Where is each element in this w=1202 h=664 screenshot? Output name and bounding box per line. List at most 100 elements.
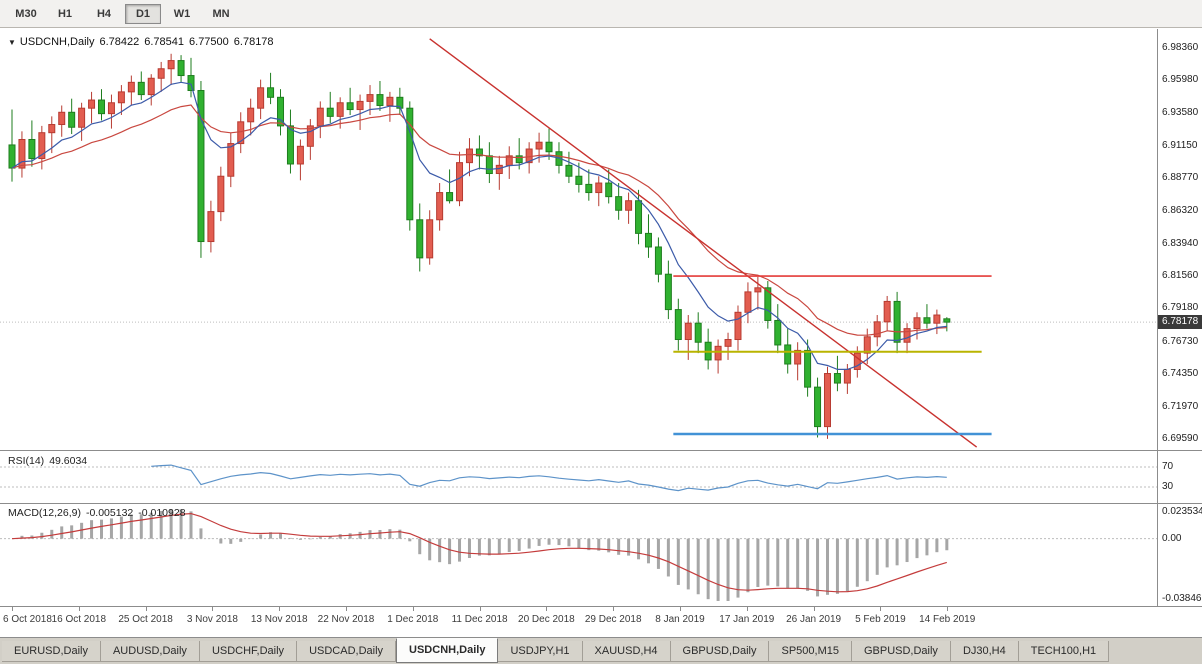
- rsi-name: RSI(14): [8, 455, 45, 467]
- price-tick-6.93580: 6.93580: [1162, 106, 1199, 118]
- price-axis-separator: [1157, 29, 1158, 606]
- candles: [8, 53, 951, 439]
- chart-dropdown-icon[interactable]: ▼: [8, 38, 16, 47]
- bottom-tab-11-tech100-h1[interactable]: TECH100,H1: [1018, 641, 1110, 662]
- date-tick: [479, 607, 481, 611]
- low-value: 6.77500: [189, 36, 229, 48]
- date-tick: [279, 607, 281, 611]
- rsi-line: [151, 464, 947, 492]
- price-tick-6.81560: 6.81560: [1162, 270, 1199, 282]
- date-tick: [346, 607, 347, 611]
- bottom-tab-9-gbpusd-daily[interactable]: GBPUSD,Daily: [851, 641, 951, 662]
- descending-trendline: [429, 38, 978, 448]
- price-tick-6.71970: 6.71970: [1162, 400, 1199, 412]
- bottom-tab-2-usdchf-daily[interactable]: USDCHF,Daily: [199, 641, 298, 662]
- rsi-value: 49.6034: [49, 455, 88, 467]
- date-tick: [12, 607, 13, 611]
- bottom-tab-1-audusd-daily[interactable]: AUDUSD,Daily: [100, 641, 200, 662]
- ma-fast-line: [11, 81, 947, 370]
- time-axis-separator: [0, 606, 1202, 607]
- timeframe-button-d1[interactable]: D1: [125, 3, 161, 24]
- macd-signal-value: -0.010928: [138, 507, 186, 519]
- macd-signal-line: [11, 512, 947, 593]
- chart-tabs-bar: EURUSD,Daily AUDUSD,Daily USDCHF,Daily USDC…: [0, 637, 1202, 664]
- price-tick-6.95980: 6.95980: [1162, 73, 1199, 85]
- date-tick: [78, 607, 80, 611]
- bottom-tab-6-xauusd-h4[interactable]: XAUUSD,H4: [582, 641, 671, 662]
- date-label-1-dec-2018: 1 Dec 2018: [387, 614, 439, 625]
- date-label-20-dec-2018: 20 Dec 2018: [518, 614, 575, 625]
- bottom-tab-8-sp500-m15[interactable]: SP500,M15: [769, 641, 852, 662]
- rsi-level-label-70: 70: [1162, 461, 1174, 472]
- date-label-16-oct-2018: 16 Oct 2018: [51, 614, 107, 625]
- price-tick-6.98360: 6.98360: [1162, 41, 1199, 53]
- ma-slow-line: [11, 104, 947, 336]
- date-tick: [546, 607, 548, 611]
- rsi-chart[interactable]: [0, 452, 1157, 502]
- date-tick: [680, 607, 681, 611]
- chart-symbol-label: USDCNH,Daily: [19, 36, 95, 48]
- timeframe-button-h4[interactable]: H4: [96, 7, 112, 20]
- date-label-5-feb-2019: 5 Feb 2019: [855, 614, 906, 625]
- date-tick: [947, 607, 949, 611]
- close-value: 6.78178: [233, 36, 274, 48]
- date-label-29-dec-2018: 29 Dec 2018: [584, 614, 642, 625]
- macd-axis-zero: 0.00: [1162, 532, 1182, 544]
- panel-separator-macd[interactable]: [0, 503, 1202, 504]
- date-label-8-jan-2019: 8 Jan 2019: [655, 614, 705, 625]
- price-tick-6.74350: 6.74350: [1162, 368, 1199, 380]
- timeframe-toolbar: M30 H1 H4 D1 W1 MN: [0, 0, 1202, 28]
- date-label-14-feb-2019: 14 Feb 2019: [919, 614, 976, 625]
- date-tick: [613, 607, 615, 611]
- current-price-badge: 6.78178: [1158, 315, 1202, 330]
- macd-name: MACD(12,26,9): [8, 507, 81, 519]
- open-value: 6.78422: [99, 36, 140, 48]
- date-tick: [746, 607, 748, 611]
- price-tick-6.79180: 6.79180: [1162, 302, 1199, 314]
- price-chart[interactable]: [0, 32, 1157, 450]
- date-tick: [813, 607, 815, 611]
- macd-indicator-label: MACD(12,26,9) -0.005132 -0.010928: [8, 507, 186, 519]
- bottom-tab-0-eurusd-daily[interactable]: EURUSD,Daily: [2, 641, 101, 662]
- price-tick-6.69590: 6.69590: [1162, 432, 1199, 444]
- panel-separator-rsi[interactable]: [0, 450, 1202, 451]
- date-label-13-nov-2018: 13 Nov 2018: [250, 614, 308, 625]
- rsi-indicator-label: RSI(14) 49.6034: [8, 455, 87, 467]
- timeframe-button-m30[interactable]: M30: [15, 7, 37, 20]
- date-tick: [212, 607, 214, 611]
- price-tick-6.86320: 6.86320: [1162, 205, 1199, 217]
- bottom-tab-10-dj30-h4[interactable]: DJ30,H4: [950, 641, 1019, 662]
- timeframe-button-h1[interactable]: H1: [57, 7, 73, 20]
- bottom-tab-3-usdcad-daily[interactable]: USDCAD,Daily: [297, 641, 397, 662]
- macd-axis-max: 0.023534: [1162, 506, 1202, 517]
- bottom-tab-5-usdjpy-h1[interactable]: USDJPY,H1: [498, 641, 583, 662]
- chart-title: ▼ USDCNH,Daily 6.78422 6.78541 6.77500 6.7817…: [8, 36, 274, 48]
- rsi-level-label-30: 30: [1162, 481, 1174, 492]
- date-tick: [880, 607, 882, 611]
- date-tick: [145, 607, 147, 611]
- timeframe-button-w1[interactable]: W1: [173, 7, 191, 20]
- date-label-17-jan-2019: 17 Jan 2019: [719, 614, 775, 625]
- date-label-6-oct-2018: 6 Oct 2018: [3, 614, 52, 625]
- date-label-26-jan-2019: 26 Jan 2019: [786, 614, 842, 625]
- macd-value: -0.005132: [85, 507, 134, 519]
- price-tick-6.91150: 6.91150: [1162, 139, 1198, 151]
- timeframe-button-mn[interactable]: MN: [212, 7, 230, 20]
- macd-chart[interactable]: [0, 504, 1157, 606]
- date-label-22-nov-2018: 22 Nov 2018: [317, 614, 375, 625]
- bottom-tab-7-gbpusd-daily[interactable]: GBPUSD,Daily: [670, 641, 770, 662]
- date-label-3-nov-2018: 3 Nov 2018: [186, 614, 238, 625]
- time-axis[interactable]: 6 Oct 2018 16 Oct 2018 25 Oct 2018 3 Nov 20…: [0, 607, 1157, 636]
- macd-histogram: [20, 509, 949, 601]
- price-tick-6.76730: 6.76730: [1162, 335, 1199, 347]
- price-tick-6.88770: 6.88770: [1162, 172, 1199, 183]
- date-tick: [412, 607, 414, 611]
- bottom-tab-4-usdcnh-daily[interactable]: USDCNH,Daily: [396, 638, 499, 663]
- date-label-25-oct-2018: 25 Oct 2018: [118, 614, 173, 625]
- date-label-11-dec-2018: 11 Dec 2018: [451, 614, 508, 625]
- high-value: 6.78541: [144, 36, 185, 48]
- price-tick-6.83940: 6.83940: [1162, 237, 1199, 249]
